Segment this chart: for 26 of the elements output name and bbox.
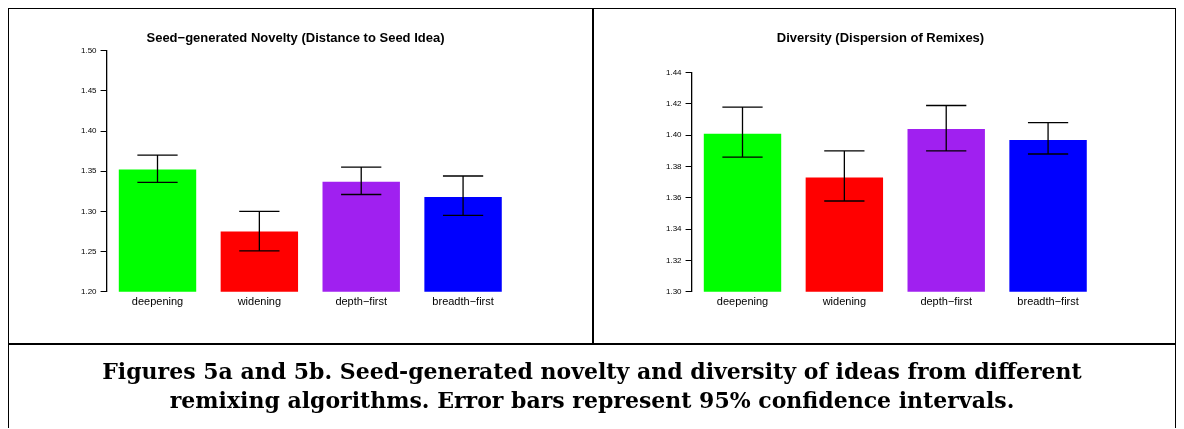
y-tick-label: 1.36 — [665, 193, 683, 203]
y-tick-label: 1.45 — [80, 86, 98, 95]
x-tick-label: deepening — [716, 295, 769, 308]
x-tick-label: depth−first — [920, 295, 973, 308]
y-tick-label: 1.30 — [665, 287, 683, 296]
x-tick-label: depth−first — [335, 295, 388, 308]
y-tick-label: 1.44 — [665, 67, 683, 77]
x-tick-label: widening — [236, 295, 282, 308]
y-tick-label: 1.38 — [665, 161, 683, 171]
y-tick-label: 1.34 — [665, 224, 683, 234]
text: Figures 5a and 5b. Seed-generated novelty and diversity of ideas from different remixing algorithms. Error bars represent 95% confidence intervals. — [101, 357, 1083, 415]
chart-title: Diversity (Dispersion of Remixes) — [776, 30, 985, 46]
x-tick-label: widening — [821, 295, 867, 308]
y-tick-label: 1.30 — [80, 206, 98, 216]
y-tick-label: 1.32 — [665, 255, 683, 265]
y-tick-label: 1.42 — [665, 99, 683, 109]
x-tick-label: breadth−first — [432, 295, 494, 308]
y-tick-label: 1.40 — [665, 130, 683, 140]
y-tick-label: 1.35 — [80, 166, 98, 176]
y-tick-label: 1.50 — [80, 45, 98, 55]
y-tick-label: 1.40 — [80, 126, 98, 136]
y-tick-label: 1.20 — [80, 287, 98, 296]
chart-title: Seed−generated Novelty (Distance to Seed Idea) — [146, 30, 445, 46]
x-tick-label: deepening — [131, 295, 184, 308]
x-tick-label: breadth−first — [1017, 295, 1079, 308]
y-tick-label: 1.25 — [80, 246, 98, 256]
